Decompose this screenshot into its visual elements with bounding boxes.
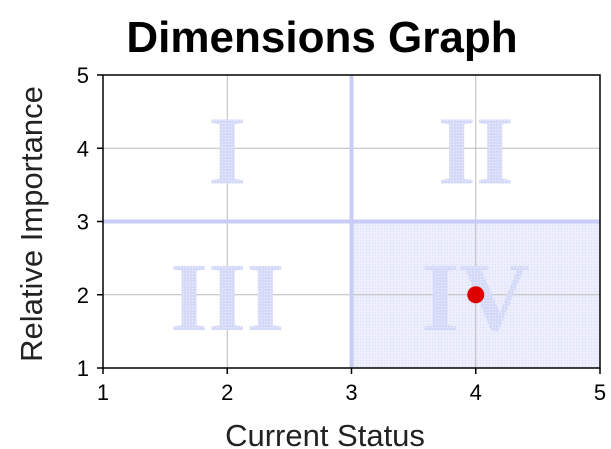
quadrant-label-ii: II (438, 97, 514, 205)
y-tick-label: 3 (77, 210, 89, 235)
data-point (467, 286, 485, 304)
x-axis-label: Current Status (225, 418, 425, 449)
x-tick-label: 2 (221, 380, 233, 405)
y-tick-label: 1 (77, 356, 89, 381)
y-tick-label: 5 (77, 63, 89, 88)
y-tick-label: 2 (77, 283, 89, 308)
x-tick-label: 1 (97, 380, 109, 405)
chart-title: Dimensions Graph (126, 13, 517, 62)
y-tick-label: 4 (77, 136, 89, 161)
quadrant-label-iii: III (170, 244, 284, 352)
y-axis-label: Relative Importance (14, 86, 49, 362)
x-tick-label: 4 (470, 380, 482, 405)
x-tick-label: 3 (345, 380, 357, 405)
quadrant-label-i: I (208, 97, 246, 205)
x-tick-label: 5 (594, 380, 606, 405)
